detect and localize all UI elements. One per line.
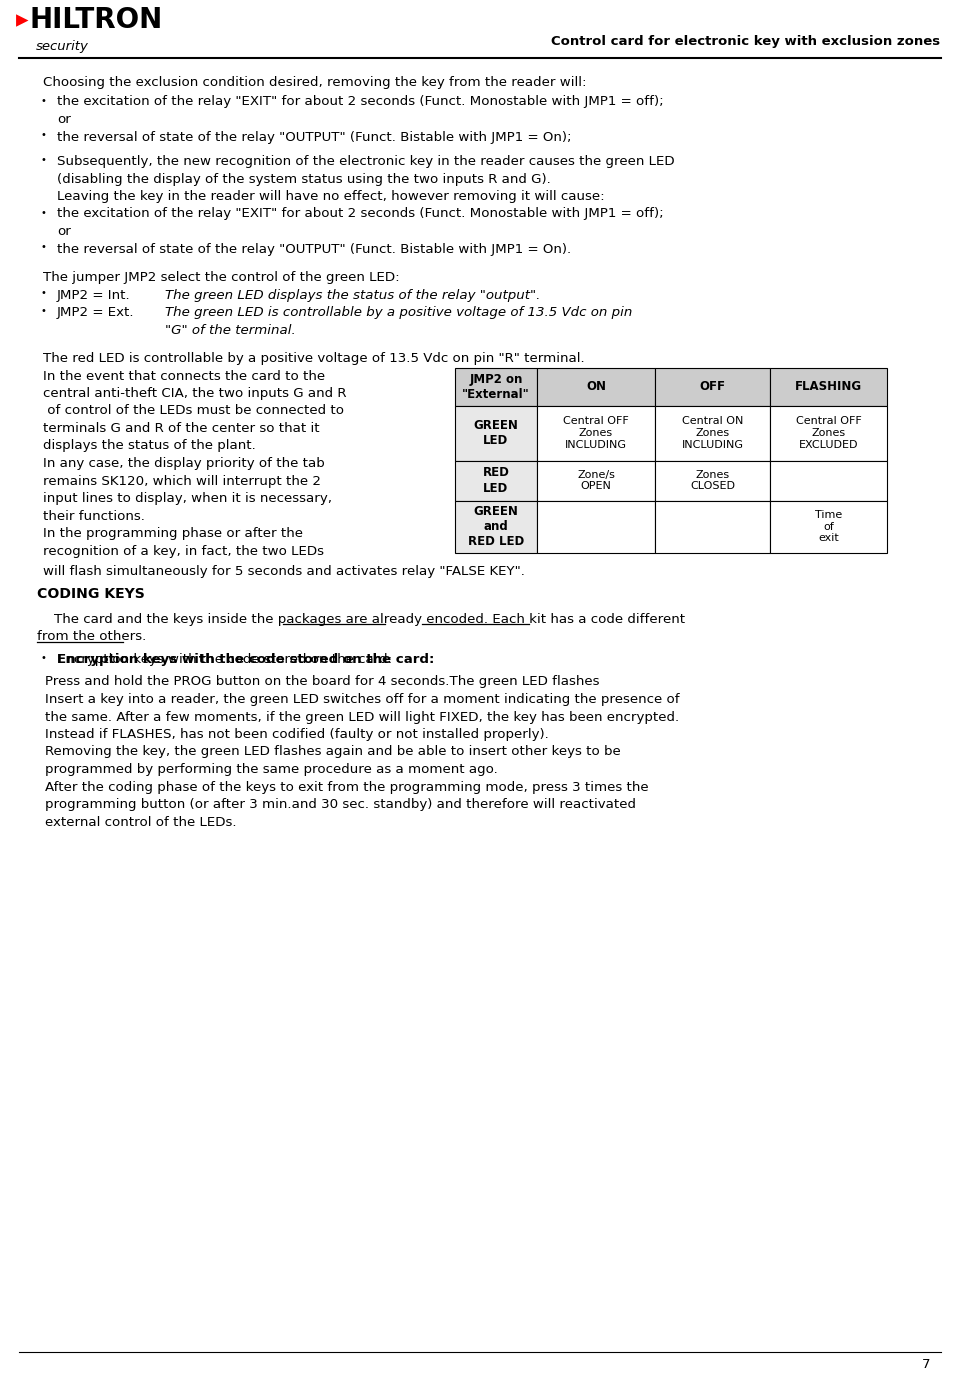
Text: Insert a key into a reader, the green LED switches off for a moment indicating t: Insert a key into a reader, the green LE…	[45, 693, 680, 706]
Text: ▸: ▸	[16, 8, 29, 32]
Text: Removing the key, the green LED flashes again and be able to insert other keys t: Removing the key, the green LED flashes …	[45, 746, 621, 758]
Text: Subsequently, the new recognition of the electronic key in the reader causes the: Subsequently, the new recognition of the…	[57, 155, 675, 168]
Bar	[537, 368, 655, 405]
Bar	[537, 501, 655, 552]
Text: •: •	[41, 96, 47, 106]
Bar	[455, 501, 537, 552]
Text: In the programming phase or after the: In the programming phase or after the	[43, 527, 303, 540]
Text: In the event that connects the card to the: In the event that connects the card to t…	[43, 369, 325, 383]
Text: The green LED is controllable by a positive voltage of 13.5 Vdc on pin: The green LED is controllable by a posit…	[165, 306, 633, 319]
Text: The jumper JMP2 select the control of the green LED:: The jumper JMP2 select the control of th…	[43, 270, 399, 284]
Text: Central OFF
Zones
INCLUDING: Central OFF Zones INCLUDING	[564, 416, 629, 449]
Bar	[770, 368, 887, 405]
Text: FLASHING: FLASHING	[795, 380, 862, 393]
Text: Instead if FLASHES, has not been codified (faulty or not installed properly).: Instead if FLASHES, has not been codifie…	[45, 728, 549, 741]
Text: •: •	[41, 207, 47, 217]
Text: recognition of a key, in fact, the two LEDs: recognition of a key, in fact, the two L…	[43, 545, 324, 557]
Text: •: •	[41, 288, 47, 298]
Text: security: security	[36, 40, 89, 54]
Text: Encryption keys with the code stored on the card:: Encryption keys with the code stored on …	[57, 654, 392, 666]
Text: the reversal of state of the relay "OUTPUT" (Funct. Bistable with JMP1 = On);: the reversal of state of the relay "OUTP…	[57, 130, 571, 144]
Text: "G" of the terminal.: "G" of the terminal.	[165, 324, 296, 336]
Text: the same. After a few moments, if the green LED will light FIXED, the key has be: the same. After a few moments, if the gr…	[45, 710, 680, 724]
Text: Central OFF
Zones
EXCLUDED: Central OFF Zones EXCLUDED	[796, 416, 861, 449]
Text: Zones
CLOSED: Zones CLOSED	[690, 470, 735, 492]
Text: JMP2 on
"External": JMP2 on "External"	[462, 372, 530, 401]
Text: remains SK120, which will interrupt the 2: remains SK120, which will interrupt the …	[43, 475, 321, 487]
Bar	[770, 501, 887, 552]
Bar	[655, 368, 770, 405]
Text: terminals G and R of the center so that it: terminals G and R of the center so that …	[43, 422, 320, 435]
Bar	[455, 405, 537, 460]
Text: central anti-theft CIA, the two inputs G and R: central anti-theft CIA, the two inputs G…	[43, 387, 347, 400]
Text: their functions.: their functions.	[43, 509, 145, 523]
Text: the reversal of state of the relay "OUTPUT" (Funct. Bistable with JMP1 = On).: the reversal of state of the relay "OUTP…	[57, 243, 571, 255]
Text: of control of the LEDs must be connected to: of control of the LEDs must be connected…	[43, 405, 344, 417]
Text: •: •	[41, 243, 47, 253]
Text: Leaving the key in the reader will have no effect, however removing it will caus: Leaving the key in the reader will have …	[57, 189, 605, 203]
Text: (disabling the display of the system status using the two inputs R and G).: (disabling the display of the system sta…	[57, 173, 551, 185]
Bar	[655, 460, 770, 501]
Text: RED
LED: RED LED	[483, 467, 510, 494]
Text: HILTRON: HILTRON	[30, 5, 163, 34]
Text: •: •	[41, 306, 47, 316]
Text: OFF: OFF	[700, 380, 726, 393]
Text: •: •	[41, 130, 47, 140]
Text: external control of the LEDs.: external control of the LEDs.	[45, 816, 236, 828]
Text: 7: 7	[922, 1358, 930, 1372]
Text: Control card for electronic key with exclusion zones: Control card for electronic key with exc…	[551, 34, 940, 48]
Bar	[655, 405, 770, 460]
Text: Press and hold the PROG button on the board for 4 seconds.The green LED flashes: Press and hold the PROG button on the bo…	[45, 676, 599, 688]
Bar	[537, 405, 655, 460]
Text: GREEN
and
RED LED: GREEN and RED LED	[468, 505, 524, 548]
Text: The card and the keys inside the packages are already encoded. Each kit has a co: The card and the keys inside the package…	[37, 612, 685, 626]
Text: programming button (or after 3 min.and 30 sec. standby) and therefore will react: programming button (or after 3 min.and 3…	[45, 798, 636, 811]
Text: the excitation of the relay "EXIT" for about 2 seconds (Funct. Monostable with J: the excitation of the relay "EXIT" for a…	[57, 207, 663, 221]
Text: will flash simultaneously for 5 seconds and activates relay "FALSE KEY".: will flash simultaneously for 5 seconds …	[43, 566, 525, 578]
Text: The red LED is controllable by a positive voltage of 13.5 Vdc on pin "R" termina: The red LED is controllable by a positiv…	[43, 351, 585, 365]
Text: The green LED displays the status of the relay "output".: The green LED displays the status of the…	[165, 288, 540, 302]
Bar	[655, 501, 770, 552]
Text: Choosing the exclusion condition desired, removing the key from the reader will:: Choosing the exclusion condition desired…	[43, 76, 587, 89]
Text: displays the status of the plant.: displays the status of the plant.	[43, 439, 256, 453]
Text: or: or	[57, 225, 71, 238]
Text: In any case, the display priority of the tab: In any case, the display priority of the…	[43, 457, 324, 470]
Text: •: •	[41, 155, 47, 165]
Bar	[770, 405, 887, 460]
Text: After the coding phase of the keys to exit from the programming mode, press 3 ti: After the coding phase of the keys to ex…	[45, 780, 649, 794]
Text: the excitation of the relay "EXIT" for about 2 seconds (Funct. Monostable with J: the excitation of the relay "EXIT" for a…	[57, 96, 663, 108]
Bar	[770, 460, 887, 501]
Text: Zone/s
OPEN: Zone/s OPEN	[577, 470, 615, 492]
Text: or: or	[57, 113, 71, 126]
Text: JMP2 = Int.: JMP2 = Int.	[57, 288, 131, 302]
Text: Time
of
exit: Time of exit	[815, 509, 842, 544]
Text: GREEN
LED: GREEN LED	[473, 419, 518, 448]
Text: from the others.: from the others.	[37, 630, 146, 644]
Bar	[537, 460, 655, 501]
Text: CODING KEYS: CODING KEYS	[37, 588, 145, 601]
Text: Encryption keys with the code stored on the card:: Encryption keys with the code stored on …	[57, 654, 434, 666]
Bar	[455, 368, 537, 405]
Bar	[455, 460, 537, 501]
Text: •: •	[41, 654, 47, 663]
Text: input lines to display, when it is necessary,: input lines to display, when it is neces…	[43, 492, 332, 505]
Text: programmed by performing the same procedure as a moment ago.: programmed by performing the same proced…	[45, 763, 498, 776]
Text: JMP2 = Ext.: JMP2 = Ext.	[57, 306, 134, 319]
Text: ON: ON	[586, 380, 606, 393]
Text: Central ON
Zones
INCLUDING: Central ON Zones INCLUDING	[682, 416, 743, 449]
